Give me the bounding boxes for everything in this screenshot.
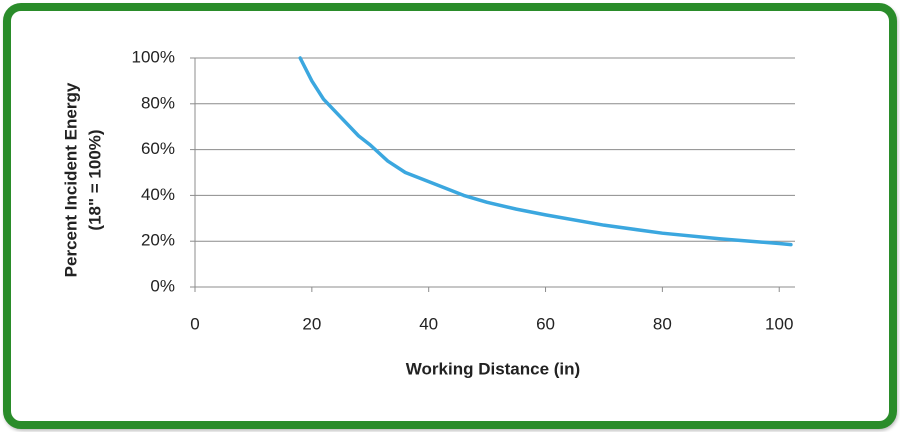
y-tick-label: 100% [132,47,175,66]
y-tick-label: 40% [141,185,175,204]
y-tick-label: 80% [141,93,175,112]
y-tick-label: 20% [141,231,175,250]
x-tick-label: 80 [653,314,672,333]
x-tick-label: 60 [536,314,555,333]
x-tick-label: 20 [302,314,321,333]
x-tick-label: 0 [190,314,199,333]
x-axis-title: Working Distance (in) [406,359,580,378]
y-axis-title: (18" = 100%) [85,129,104,230]
x-tick-label: 40 [419,314,438,333]
y-tick-label: 0% [150,276,175,295]
data-line [298,56,793,247]
frame [3,3,897,429]
y-tick-label: 60% [141,139,175,158]
x-tick-label: 100 [765,314,793,333]
y-axis-title: Percent Incident Energy [61,82,80,277]
